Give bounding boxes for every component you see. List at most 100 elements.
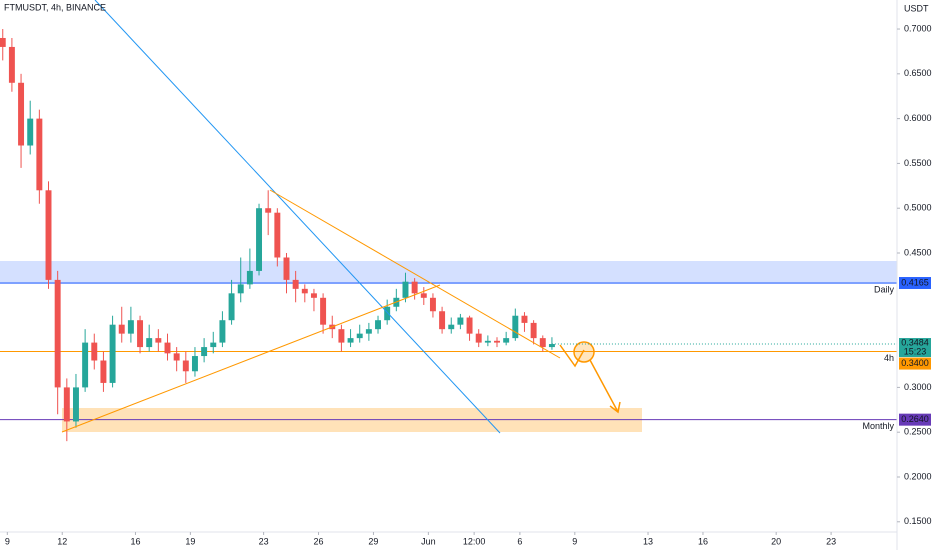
candle-body — [310, 293, 317, 298]
candle-body — [457, 317, 464, 325]
candle-body — [448, 324, 455, 330]
last-price-tag — [899, 338, 931, 358]
candle-body — [521, 315, 528, 323]
candle-body — [100, 360, 107, 383]
x-tick-label: 23 — [259, 536, 269, 546]
candle-body — [237, 284, 244, 294]
y-tick-label: 0.2000 — [904, 471, 932, 481]
candle-body — [347, 338, 354, 343]
level-price-label: 0.3400 — [901, 358, 929, 368]
y-tick-label: 0.6500 — [904, 68, 932, 78]
candle-body — [539, 338, 546, 348]
x-tick-label: 9 — [5, 536, 10, 546]
x-tick-label: 23 — [826, 536, 836, 546]
x-tick-label: 19 — [185, 536, 195, 546]
x-tick-label: 12:00 — [463, 536, 486, 546]
x-tick-label: Jun — [421, 536, 436, 546]
y-tick-label: 0.2500 — [904, 427, 932, 437]
candle-body — [411, 281, 418, 294]
level-price-tag — [899, 277, 931, 290]
candle-body — [27, 118, 34, 146]
candle-body — [420, 293, 427, 298]
x-tick-label: 26 — [314, 536, 324, 546]
candle-body — [356, 333, 363, 339]
arrow-head — [609, 401, 621, 414]
candle-body — [512, 315, 519, 339]
candle-body — [503, 338, 510, 343]
candle-body — [274, 212, 281, 258]
candle-body — [8, 46, 15, 83]
candle-body — [256, 208, 263, 271]
projection-circle — [573, 341, 595, 363]
countdown: 15:23 — [904, 346, 927, 356]
candle-body — [210, 342, 217, 348]
candle-body — [63, 387, 70, 422]
y-tick-label: 0.4500 — [904, 247, 932, 257]
candle-body — [127, 320, 134, 334]
candle-body — [91, 342, 98, 361]
candle-body — [18, 82, 25, 146]
projection-path — [559, 344, 585, 368]
candle-body — [146, 338, 153, 348]
y-tick-label: 0.1500 — [904, 516, 932, 526]
level-price-tag — [899, 357, 931, 370]
currency: USDT — [904, 3, 929, 13]
trend-line — [269, 189, 561, 359]
candle-body — [402, 281, 409, 298]
x-tick-label: 16 — [698, 536, 708, 546]
candle-body — [54, 279, 61, 388]
candle-body — [246, 270, 253, 285]
candle-body — [530, 322, 537, 339]
candle-body — [475, 333, 482, 343]
candle-body — [265, 208, 272, 213]
level-name: Monthly — [862, 421, 894, 431]
y-tick-label: 0.3000 — [904, 382, 932, 392]
x-tick-label: 29 — [368, 536, 378, 546]
x-tick-label: 12 — [57, 536, 67, 546]
x-tick-label: 9 — [572, 536, 577, 546]
candle-body — [292, 279, 299, 289]
candle-body — [109, 324, 116, 383]
candle-body — [155, 338, 162, 343]
candle-body — [182, 360, 189, 372]
x-tick-label: 16 — [130, 536, 140, 546]
projection-arrow — [589, 359, 619, 413]
candle-body — [301, 288, 308, 294]
candle-body — [137, 320, 144, 348]
candle-body — [466, 317, 473, 334]
y-tick-label: 0.7000 — [904, 23, 932, 33]
candle-body — [320, 297, 327, 325]
candle-body — [338, 329, 345, 343]
level-price-label: 0.2640 — [901, 414, 929, 424]
candle-body — [228, 293, 235, 321]
candle-body — [219, 320, 226, 343]
trend-line — [94, 0, 501, 434]
candle-body — [429, 297, 436, 312]
candle-body — [118, 324, 125, 334]
candle-body — [439, 311, 446, 330]
candle-body — [494, 340, 500, 343]
candle-body — [384, 306, 391, 321]
candle-body — [375, 320, 381, 330]
level-price-tag — [899, 413, 931, 426]
daily-zone — [0, 261, 897, 284]
candle-body — [201, 347, 208, 357]
candle-body — [283, 257, 290, 280]
y-tick-label: 0.5000 — [904, 203, 932, 213]
candle-body — [164, 342, 171, 354]
trend-line — [61, 284, 441, 433]
candle-body — [191, 356, 198, 372]
x-tick-label: 6 — [517, 536, 522, 546]
candle-body — [173, 353, 180, 361]
x-tick-label: 20 — [771, 536, 781, 546]
candle-body — [36, 118, 43, 191]
y-tick-label: 0.6000 — [904, 113, 932, 123]
y-tick-label: 0.5500 — [904, 158, 932, 168]
candle-body — [365, 329, 372, 334]
candle-body — [548, 344, 555, 348]
level-name: Daily — [874, 284, 895, 294]
last-price-label: 0.3484 — [901, 337, 929, 347]
symbol-title: FTMUSDT, 4h, BINANCE — [4, 2, 106, 12]
